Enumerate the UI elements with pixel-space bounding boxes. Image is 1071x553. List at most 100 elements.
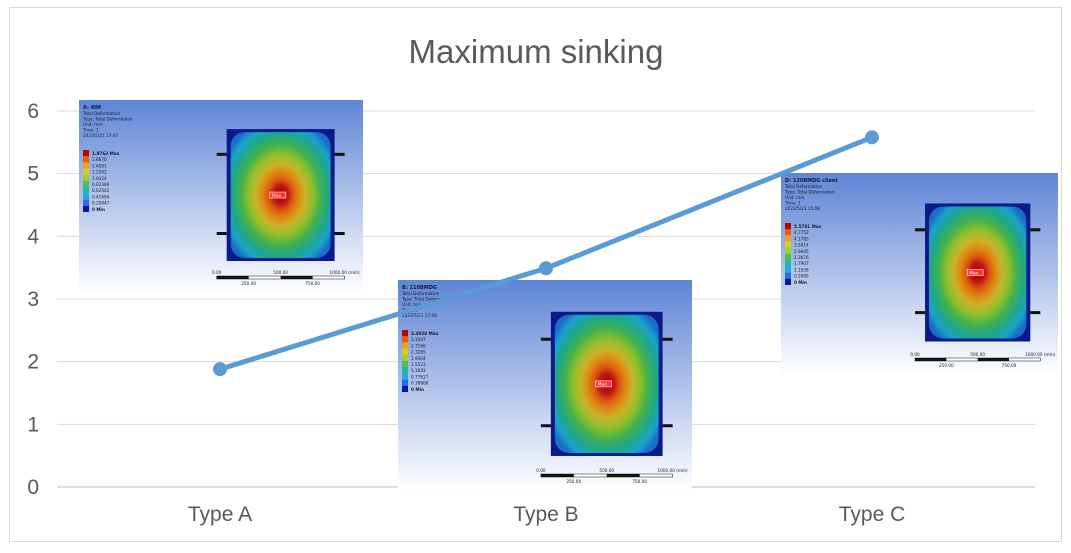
legend-label: 3.1047 — [411, 337, 426, 342]
scale-label: 750.00 — [305, 281, 320, 286]
series-layer — [213, 130, 879, 377]
legend-label: 1.8762 Max — [92, 151, 120, 156]
legend-swatch — [402, 348, 408, 355]
inset-info-line: Total Deformation — [401, 291, 440, 296]
inset-info-line: Total Deformation — [82, 111, 121, 116]
support-bracket — [915, 311, 926, 315]
inset-info-line: Unit: mm — [402, 302, 421, 307]
legend-swatch — [83, 199, 89, 206]
inset-info-line: 2023/5/23 15:08 — [785, 206, 820, 211]
legend-label: 3.5814 — [794, 243, 809, 248]
legend-label: 1.4591 — [92, 163, 107, 168]
y-tick-label: 6 — [27, 100, 39, 123]
legend-swatch — [402, 385, 408, 392]
legend-swatch — [83, 168, 89, 175]
legend-swatch — [83, 187, 89, 194]
y-tick-label: 4 — [27, 225, 39, 248]
legend-label: 5.5781 Max — [794, 224, 822, 229]
legend-label: 0.38808 — [411, 381, 429, 386]
max-marker-label: Max — [272, 193, 282, 199]
y-tick-label: 1 — [27, 413, 39, 436]
legend-swatch — [785, 260, 791, 267]
y-tick-label: 0 — [27, 476, 39, 499]
legend-label: 4.1783 — [794, 236, 809, 241]
y-tick-label: 2 — [27, 351, 39, 374]
legend-swatch — [402, 336, 408, 343]
legend-label: 1.6670 — [92, 157, 107, 162]
max-marker-label: Max — [598, 382, 608, 388]
legend-label: 2.3876 — [794, 255, 809, 260]
scale-label: 500.00 — [970, 352, 985, 357]
legend-swatch — [402, 354, 408, 361]
inset-info-line: Time: 1 — [82, 128, 99, 133]
inset-info-line: 2023/5/21 17:08 — [402, 313, 437, 318]
scale-label: 250.00 — [241, 281, 256, 286]
scale-label: 0.00 — [536, 468, 546, 473]
scale-bar-segment — [915, 358, 947, 361]
legend-swatch — [785, 278, 791, 285]
y-axis-ticks: 0 1 2 3 4 5 6 — [27, 100, 39, 499]
legend-swatch — [785, 247, 791, 254]
support-bracket — [1030, 311, 1041, 315]
inset-header: A: 4IM — [83, 105, 101, 111]
max-marker — [269, 191, 287, 199]
scale-label: 1000.00 (mm) — [330, 270, 360, 275]
legend-swatch — [785, 223, 791, 230]
support-bracket — [334, 152, 345, 156]
legend-label: 1.7907 — [794, 261, 809, 266]
legend-label: 2.7166 — [411, 343, 426, 348]
data-point — [539, 261, 553, 276]
legend-label: 0.83389 — [92, 182, 110, 187]
inset-info-line: Type: Total Deformation — [401, 297, 452, 302]
support-bracket — [216, 152, 227, 156]
legend-swatch — [402, 361, 408, 368]
scale-bar-segment — [216, 276, 249, 279]
legend-label: 0 Min — [411, 387, 424, 392]
legend-label: 2.3285 — [411, 350, 426, 355]
legend-swatch — [83, 150, 89, 157]
legend-swatch — [785, 254, 791, 261]
legend-label: 2.9845 — [794, 249, 809, 254]
legend-swatch — [83, 156, 89, 163]
x-axis-categories: Type A Type B Type C — [188, 503, 905, 526]
legend-label: 3.4928 Max — [411, 331, 439, 336]
legend-swatch — [402, 342, 408, 349]
scale-bar-segment — [977, 358, 1009, 361]
inset-info-line: Type: Total Deformation — [82, 117, 133, 122]
legend-swatch — [402, 330, 408, 337]
support-bracket — [662, 337, 673, 341]
legend-swatch — [83, 162, 89, 169]
support-bracket — [334, 231, 345, 235]
legend-label: 1.2502 — [92, 170, 107, 175]
scale-label: 1000.00 (mm) — [1025, 352, 1055, 357]
max-marker — [595, 380, 612, 388]
scale-label: 500.00 — [599, 468, 614, 473]
scale-label: 250.00 — [939, 363, 954, 368]
legend-label: 1.9404 — [411, 356, 426, 361]
y-tick-label: 5 — [27, 163, 39, 186]
legend-label: 0.20847 — [92, 201, 110, 206]
legend-label: 4.7752 — [794, 230, 809, 235]
scale-label: 0.00 — [910, 352, 920, 357]
x-tick-label: Type C — [839, 503, 906, 526]
support-bracket — [540, 337, 551, 341]
data-point — [213, 362, 227, 377]
legend-swatch — [785, 229, 791, 236]
inset-header: D: 120BMDG client — [785, 178, 838, 184]
legend-label: 1.0424 — [92, 176, 107, 181]
scale-bar-segment — [540, 474, 574, 477]
support-bracket — [662, 424, 673, 428]
legend-label: 0.41694 — [92, 194, 110, 199]
legend-swatch — [785, 272, 791, 279]
legend-swatch — [83, 174, 89, 181]
y-tick-label: 3 — [27, 288, 39, 311]
scale-label: 1000.00 (mm) — [658, 468, 688, 473]
scale-label: 750.00 — [1002, 363, 1017, 368]
legend-swatch — [402, 367, 408, 374]
legend-swatch — [83, 193, 89, 200]
legend-label: 1.5523 — [411, 362, 426, 367]
legend-swatch — [83, 205, 89, 212]
scale-label: 250.00 — [566, 479, 581, 484]
